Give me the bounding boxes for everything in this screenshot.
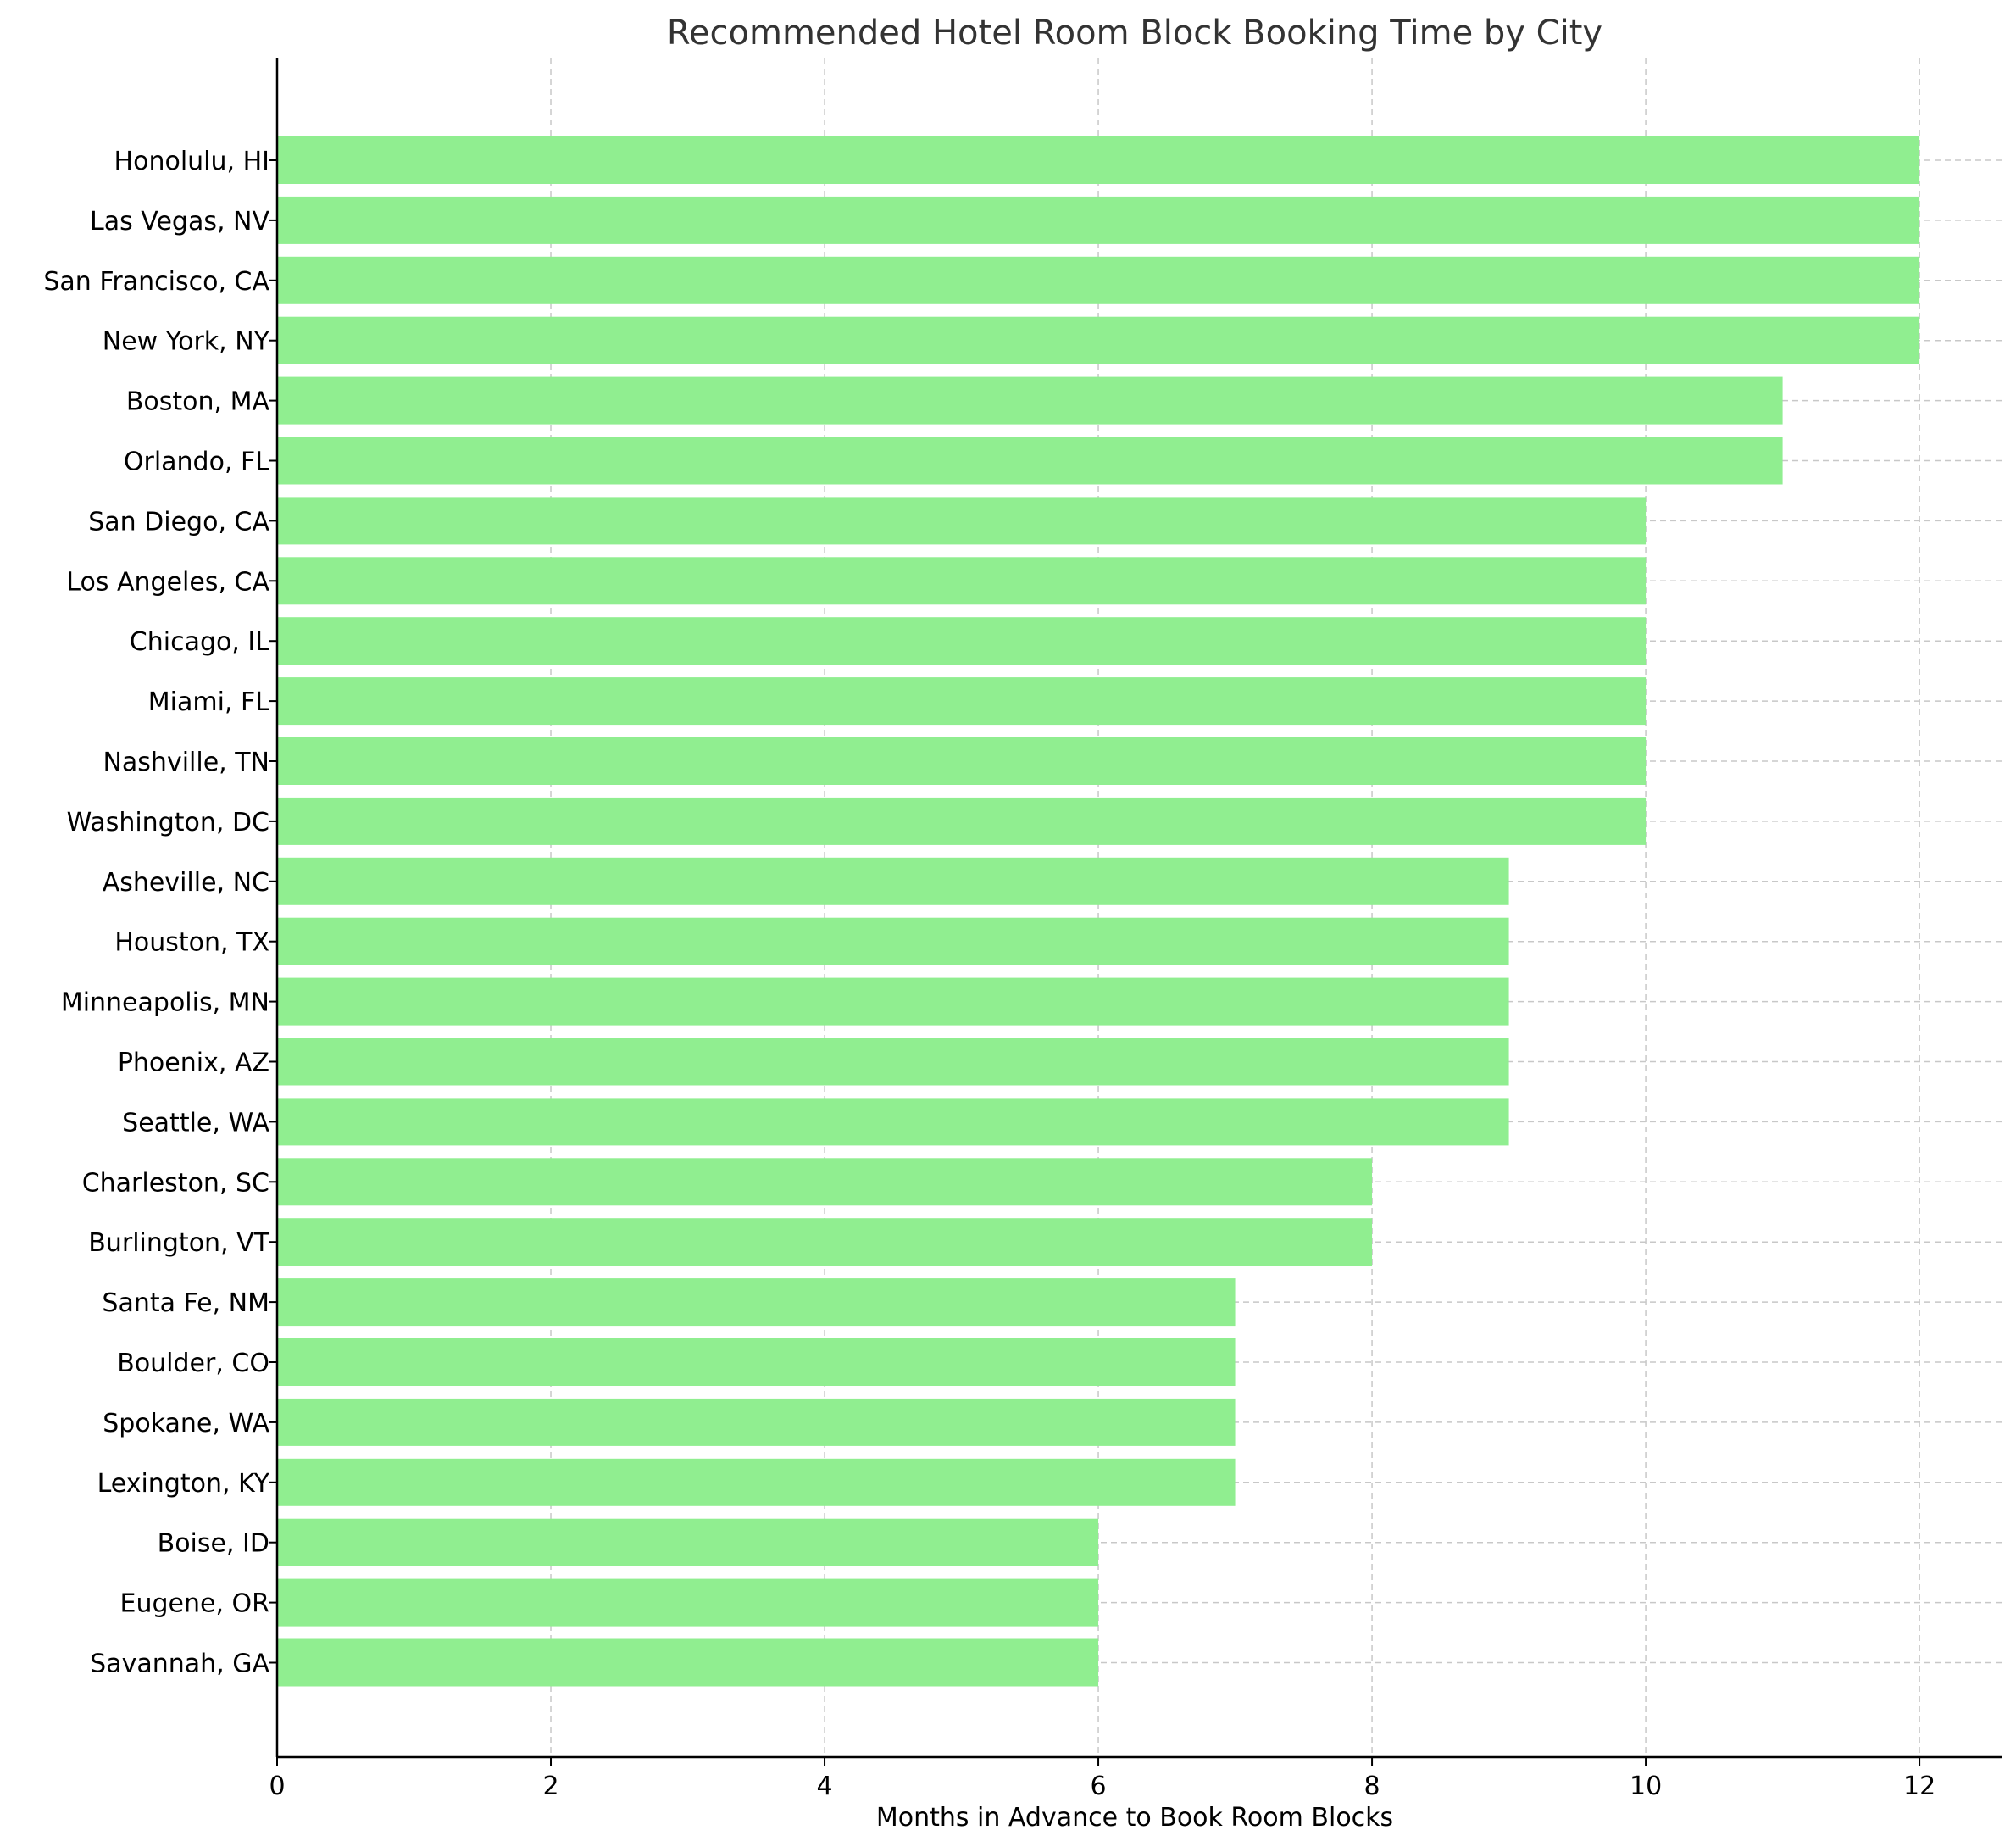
bar bbox=[277, 1158, 1373, 1206]
y-tick-label: Boulder, CO bbox=[117, 1349, 269, 1378]
bar bbox=[277, 857, 1509, 905]
y-tick-label: Lexington, KY bbox=[97, 1469, 270, 1499]
bar bbox=[277, 376, 1783, 425]
y-tick-label: San Diego, CA bbox=[88, 507, 269, 537]
x-tick-label: 2 bbox=[542, 1772, 558, 1801]
bar bbox=[277, 557, 1647, 605]
bar bbox=[277, 917, 1509, 965]
bar bbox=[277, 1398, 1236, 1446]
bar bbox=[277, 256, 1920, 304]
chart-title: Recommended Hotel Room Block Booking Tim… bbox=[667, 14, 1602, 53]
bar bbox=[277, 977, 1509, 1026]
x-axis-label: Months in Advance to Book Room Blocks bbox=[876, 1803, 1393, 1833]
x-tick-label: 6 bbox=[1091, 1772, 1107, 1801]
axes bbox=[275, 58, 2002, 1759]
x-tick-label: 4 bbox=[816, 1772, 832, 1801]
y-tick-label: Phoenix, AZ bbox=[118, 1049, 269, 1078]
bar bbox=[277, 1038, 1509, 1086]
y-tick-label: Eugene, OR bbox=[120, 1589, 269, 1619]
y-tick-label: Asheville, NC bbox=[103, 868, 269, 898]
bar bbox=[277, 1278, 1236, 1327]
y-tick-label: Miami, FL bbox=[148, 687, 269, 717]
x-tick-labels: 0 2 4 6 8 10 12 bbox=[269, 1757, 1935, 1801]
bar bbox=[277, 1458, 1236, 1506]
y-tick-label: Charleston, SC bbox=[82, 1168, 269, 1198]
bar bbox=[277, 1218, 1373, 1266]
bar bbox=[277, 136, 1920, 184]
y-tick-label: Seattle, WA bbox=[122, 1108, 269, 1138]
bar bbox=[277, 316, 1920, 364]
bars bbox=[277, 136, 1920, 1687]
bar bbox=[277, 677, 1647, 726]
y-tick-label: Houston, TX bbox=[114, 928, 269, 958]
y-tick-label: New York, NY bbox=[103, 327, 270, 357]
x-tick-label: 10 bbox=[1630, 1772, 1662, 1801]
bar bbox=[277, 1338, 1236, 1386]
y-tick-label: Honolulu, HI bbox=[114, 147, 269, 176]
bar bbox=[277, 617, 1647, 665]
y-tick-label: Los Angeles, CA bbox=[66, 567, 269, 597]
y-tick-label: Orlando, FL bbox=[124, 448, 269, 477]
y-tick-label: San Francisco, CA bbox=[43, 267, 269, 297]
bar bbox=[277, 497, 1647, 545]
y-tick-label: Minneapolis, MN bbox=[61, 988, 269, 1018]
y-tick-label: Burlington, VT bbox=[88, 1228, 269, 1258]
bar bbox=[277, 196, 1920, 244]
bar bbox=[277, 797, 1647, 845]
bar bbox=[277, 737, 1647, 785]
y-tick-label: Boston, MA bbox=[126, 387, 270, 417]
x-tick-label: 12 bbox=[1903, 1772, 1935, 1801]
y-tick-label: Savannah, GA bbox=[90, 1650, 269, 1679]
bar bbox=[277, 1638, 1099, 1687]
y-tick-label: Las Vegas, NV bbox=[90, 207, 269, 236]
y-tick-label: Washington, DC bbox=[67, 808, 269, 837]
x-tick-label: 8 bbox=[1364, 1772, 1380, 1801]
bar bbox=[277, 437, 1783, 485]
x-tick-label: 0 bbox=[269, 1772, 285, 1801]
bar bbox=[277, 1578, 1099, 1627]
bar bbox=[277, 1518, 1099, 1566]
y-tick-label: Nashville, TN bbox=[103, 748, 269, 777]
y-tick-label: Santa Fe, NM bbox=[102, 1288, 269, 1318]
y-tick-label: Chicago, IL bbox=[130, 627, 269, 657]
y-tick-label: Spokane, WA bbox=[103, 1409, 269, 1438]
y-tick-labels: Honolulu, HI Las Vegas, NV San Francisco, … bbox=[43, 147, 277, 1679]
bar bbox=[277, 1098, 1509, 1146]
y-tick-label: Boise, ID bbox=[158, 1529, 269, 1559]
